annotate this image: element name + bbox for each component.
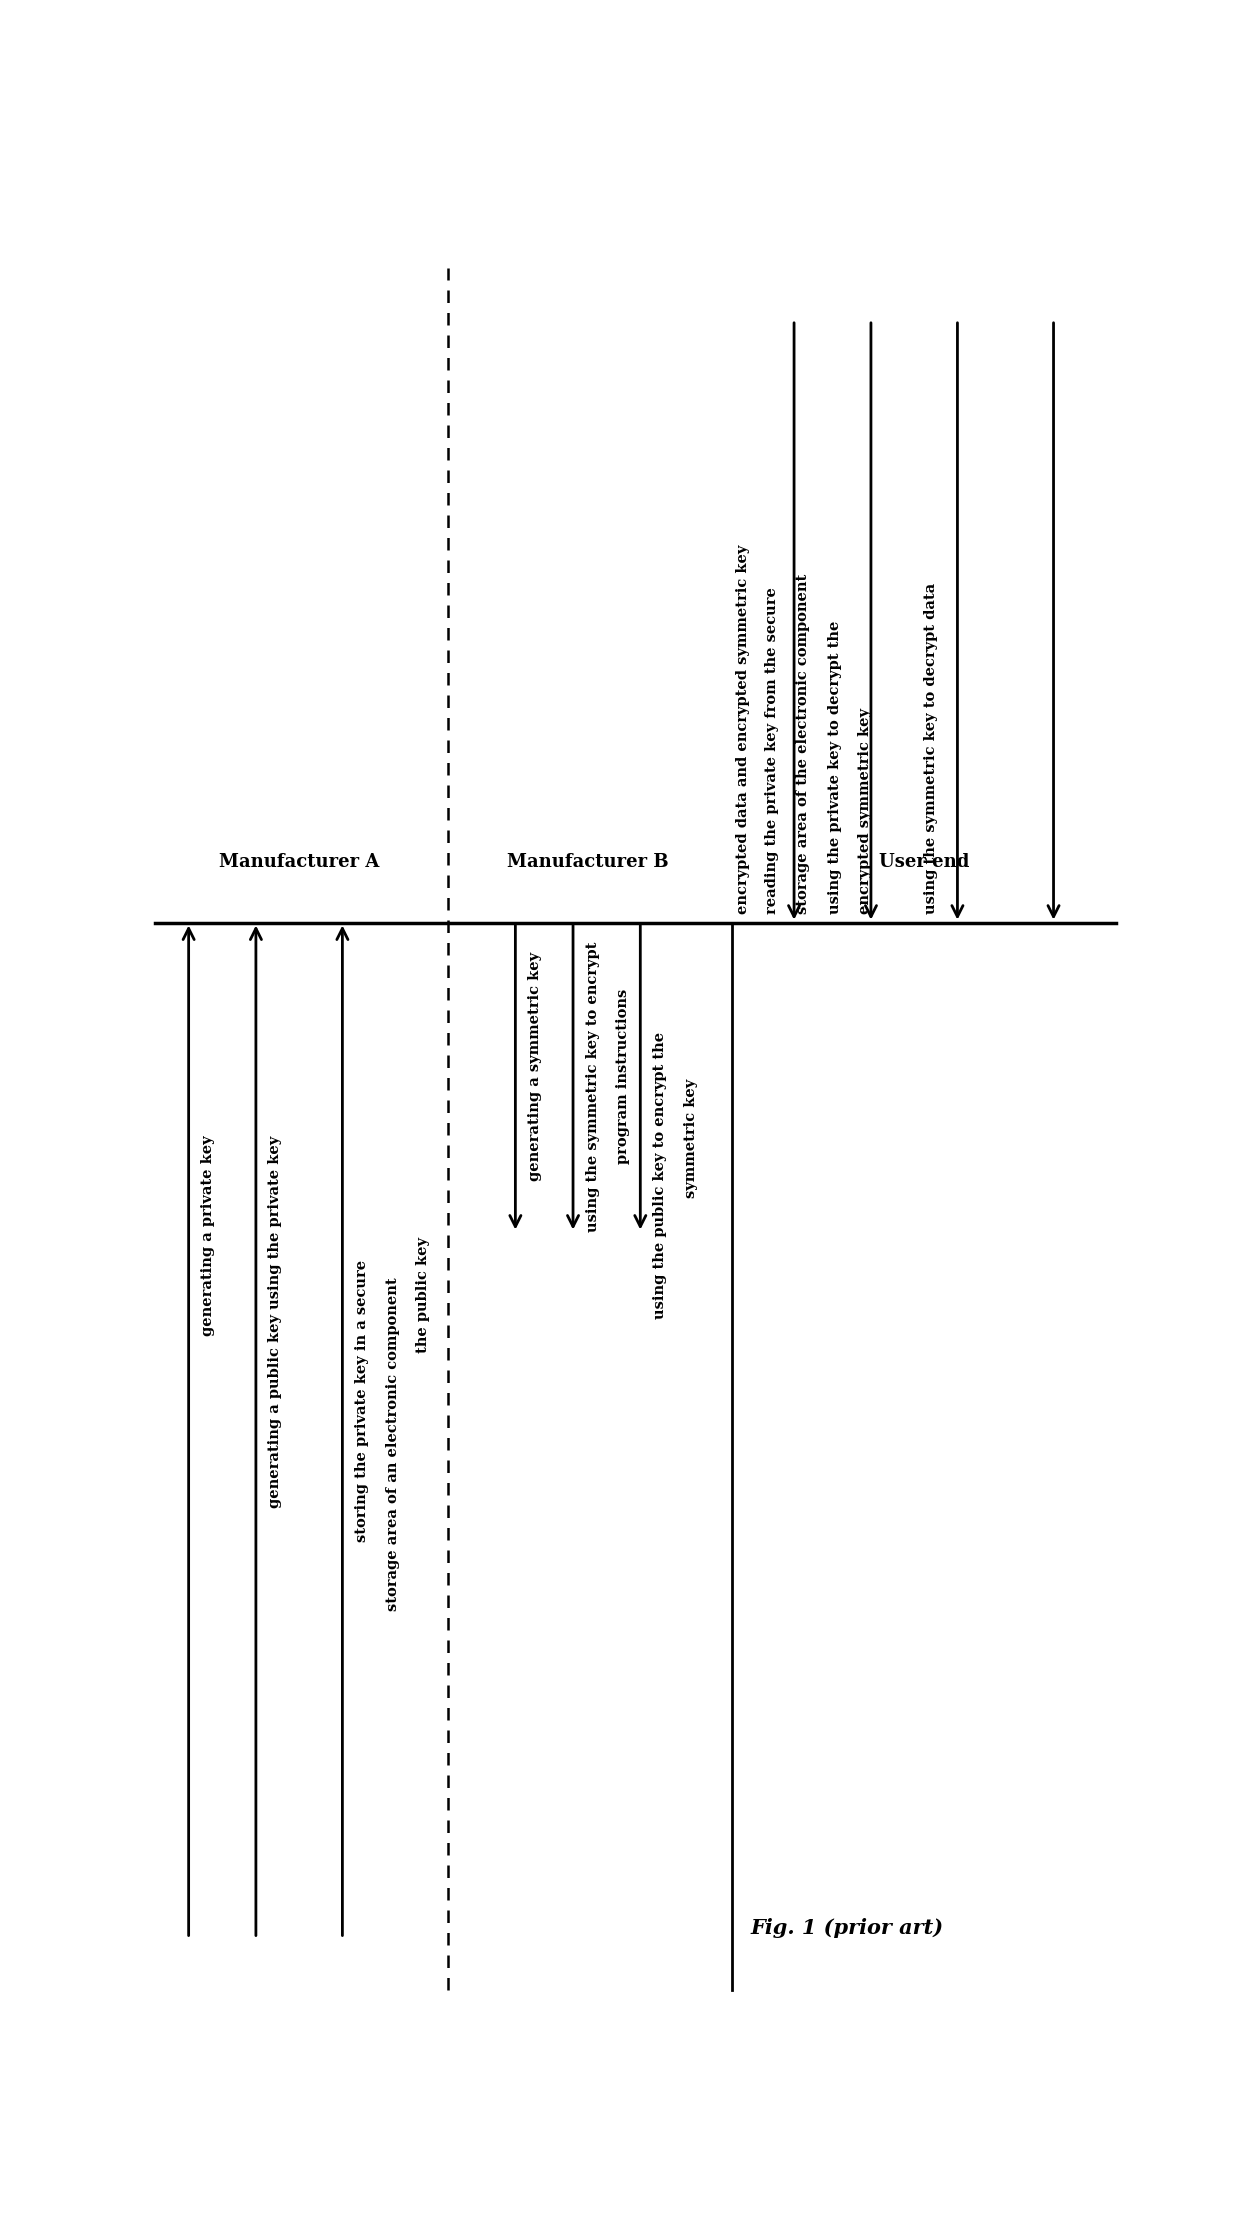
Text: reading the private key from the secure: reading the private key from the secure [765, 588, 779, 915]
Text: the public key: the public key [417, 1237, 430, 1353]
Text: Fig. 1 (prior art): Fig. 1 (prior art) [750, 1918, 944, 1939]
Text: User end: User end [879, 852, 968, 870]
Text: encrypted data and encrypted symmetric key: encrypted data and encrypted symmetric k… [737, 546, 750, 915]
Text: using the public key to encrypt the: using the public key to encrypt the [652, 1031, 667, 1319]
Text: storage area of an electronic component: storage area of an electronic component [386, 1277, 399, 1612]
Text: encrypted symmetric key: encrypted symmetric key [858, 709, 873, 915]
Text: generating a symmetric key: generating a symmetric key [528, 953, 542, 1181]
Text: using the private key to decrypt the: using the private key to decrypt the [828, 622, 842, 915]
Text: generating a public key using the private key: generating a public key using the privat… [268, 1136, 283, 1507]
Text: program instructions: program instructions [616, 988, 630, 1163]
Text: using the symmetric key to encrypt: using the symmetric key to encrypt [585, 941, 599, 1232]
Text: symmetric key: symmetric key [683, 1078, 698, 1198]
Text: generating a private key: generating a private key [201, 1136, 215, 1335]
Text: storage area of the electronic component: storage area of the electronic component [796, 575, 810, 915]
Text: Manufacturer B: Manufacturer B [507, 852, 668, 870]
Text: storing the private key in a secure: storing the private key in a secure [355, 1261, 368, 1543]
Text: Manufacturer A: Manufacturer A [219, 852, 379, 870]
Text: using the symmetric key to decrypt data: using the symmetric key to decrypt data [924, 584, 937, 915]
